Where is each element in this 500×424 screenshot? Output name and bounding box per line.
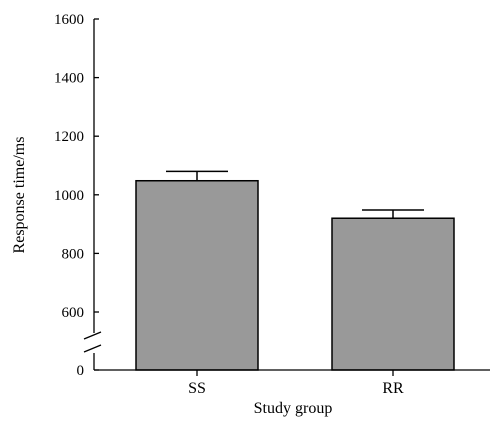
axis-break-mark [83,344,102,353]
y-tick-label: 0 [77,363,85,379]
y-tick-label: 1200 [54,129,84,145]
y-tick-label: 1600 [54,12,84,28]
y-axis: 0 600 800 1000 1200 1400 1600 [54,12,102,379]
x-axis: SS RR [94,369,490,397]
x-tick-label-rr: RR [382,380,404,397]
y-tick-label: 1400 [54,71,84,87]
x-tick-label-ss: SS [188,380,206,397]
axis-break-mark [83,331,102,340]
y-axis-label: Response time/ms [11,137,28,254]
bar-rr [331,217,455,371]
bar-ss [135,179,259,371]
x-axis-label: Study group [254,400,333,417]
y-tick-label: 1000 [54,188,84,204]
y-tick-label: 800 [62,246,85,262]
bars [135,170,455,371]
y-tick-label: 600 [62,305,85,321]
